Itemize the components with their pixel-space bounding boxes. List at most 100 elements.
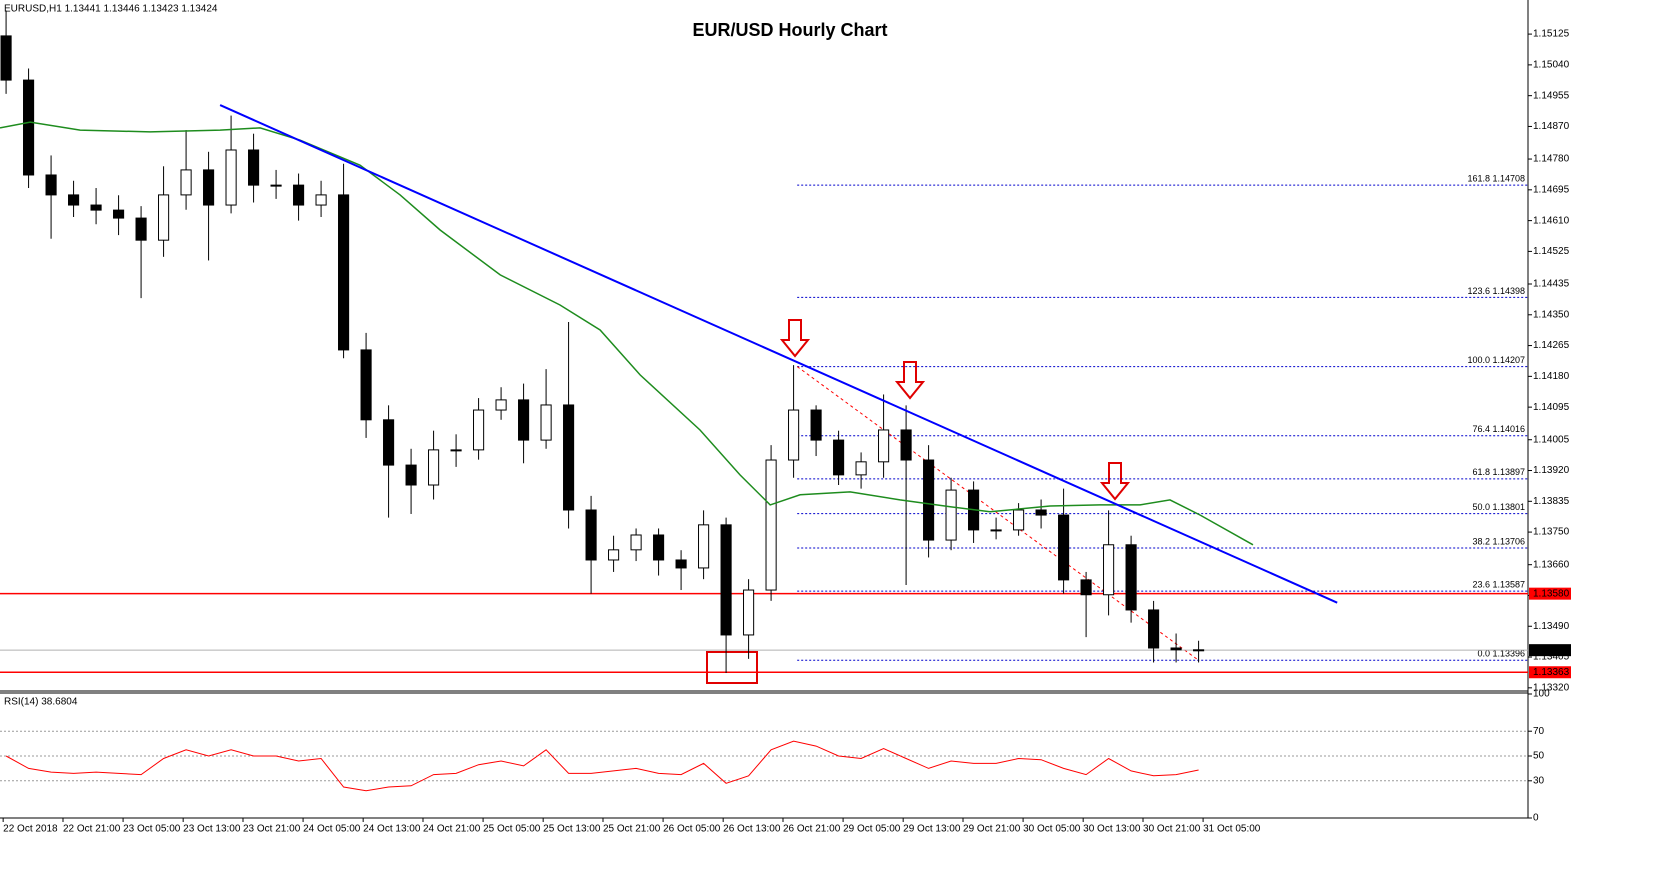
candle-body	[923, 459, 935, 541]
symbol-header: EURUSD,H1 1.13441 1.13446 1.13423 1.1342…	[4, 4, 218, 15]
candle-body	[833, 439, 845, 476]
x-tick-label: 25 Oct 05:00	[483, 824, 541, 835]
y-tick-label: 1.13835	[1533, 496, 1570, 507]
candle-body	[743, 589, 755, 636]
x-tick-label: 26 Oct 05:00	[663, 824, 721, 835]
moving-average	[0, 121, 1254, 546]
candle-body	[518, 399, 530, 441]
candle-body	[68, 194, 80, 206]
candle-body	[428, 449, 440, 486]
x-tick-label: 25 Oct 21:00	[603, 824, 661, 835]
fib-label: 123.6 1.14398	[1467, 286, 1525, 296]
candle-body	[225, 149, 237, 206]
candle-body	[720, 524, 732, 636]
candle-body	[765, 459, 777, 591]
rsi-line	[5, 740, 1199, 792]
candle-body	[630, 534, 642, 551]
y-tick-label: 70	[1533, 726, 1545, 737]
x-tick-label: 24 Oct 05:00	[303, 824, 361, 835]
level-price-box	[1529, 666, 1571, 679]
x-tick-label: 24 Oct 21:00	[423, 824, 481, 835]
candle-body	[495, 399, 507, 411]
x-tick-label: 24 Oct 13:00	[363, 824, 421, 835]
candle-body	[315, 194, 327, 206]
candle-body	[450, 449, 462, 452]
candle-body	[1148, 609, 1160, 649]
y-tick-label: 1.14695	[1533, 184, 1570, 195]
x-tick-label: 30 Oct 05:00	[1023, 824, 1081, 835]
candle-body	[23, 79, 35, 176]
candle-body	[338, 194, 350, 351]
candle-body	[270, 184, 282, 187]
candle-body	[0, 35, 12, 81]
candle-body	[45, 174, 57, 196]
y-tick-label: 1.13920	[1533, 465, 1570, 476]
candle-body	[900, 429, 912, 461]
candle-body	[1193, 649, 1205, 652]
fib-label: 23.6 1.13587	[1472, 580, 1525, 590]
fib-label: 38.2 1.13706	[1472, 536, 1525, 546]
y-tick-label: 1.15125	[1533, 29, 1570, 40]
x-tick-label: 22 Oct 21:00	[63, 824, 121, 835]
candle-body	[585, 509, 597, 561]
y-tick-label: 1.14525	[1533, 246, 1570, 257]
x-tick-label: 26 Oct 13:00	[723, 824, 781, 835]
candle-body	[675, 559, 687, 569]
level-price-label: 1.13580	[1533, 588, 1570, 599]
arrow	[1099, 462, 1131, 501]
candle-body	[563, 404, 575, 511]
arrows	[779, 319, 1131, 501]
y-tick-label: 1.14955	[1533, 90, 1570, 101]
candle-body	[248, 149, 260, 186]
y-tick-label: 1.14180	[1533, 371, 1570, 382]
support-box	[706, 651, 758, 684]
y-tick-label: 1.14350	[1533, 309, 1570, 320]
candle-body	[158, 194, 170, 241]
x-tick-label: 29 Oct 21:00	[963, 824, 1021, 835]
fib-label: 0.0 1.13396	[1477, 649, 1525, 659]
candle-body	[1170, 647, 1182, 651]
fib-label: 161.8 1.14708	[1467, 173, 1525, 183]
y-tick-label: 1.14435	[1533, 279, 1570, 290]
candle-body	[1035, 509, 1047, 516]
candle-body	[653, 534, 665, 561]
y-tick-label: 1.13490	[1533, 621, 1570, 632]
candle-body	[473, 409, 485, 451]
x-tick-label: 30 Oct 21:00	[1143, 824, 1201, 835]
candle-body	[788, 409, 800, 461]
candle-body	[945, 489, 957, 541]
candle-body	[360, 349, 372, 421]
candle-body	[203, 169, 215, 206]
x-tick-label: 29 Oct 13:00	[903, 824, 961, 835]
x-tick-label: 23 Oct 21:00	[243, 824, 301, 835]
fib-label: 50.0 1.13801	[1472, 502, 1525, 512]
level-price-box	[1529, 587, 1571, 600]
y-tick-label: 1.13405	[1533, 652, 1570, 663]
last-price-label: 1.13424	[1533, 645, 1570, 656]
last-price-box	[1529, 644, 1571, 657]
y-tick-label: 1.13320	[1533, 682, 1570, 693]
chart-title: EUR/USD Hourly Chart	[692, 20, 887, 40]
y-tick-label: 1.13660	[1533, 559, 1570, 570]
fib-label: 61.8 1.13897	[1472, 467, 1525, 477]
candle-body	[698, 524, 710, 569]
arrow	[779, 319, 811, 358]
x-tick-label: 25 Oct 13:00	[543, 824, 601, 835]
x-tick-label: 29 Oct 05:00	[843, 824, 901, 835]
candle-body	[90, 204, 102, 211]
candle-body	[293, 184, 305, 206]
y-tick-label: 100	[1533, 689, 1550, 700]
y-tick-label: 1.14095	[1533, 402, 1570, 413]
y-tick-label: 50	[1533, 751, 1545, 762]
x-tick-label: 26 Oct 21:00	[783, 824, 841, 835]
y-tick-label: 1.14265	[1533, 340, 1570, 351]
candle-body	[1125, 544, 1137, 611]
candle-body	[135, 217, 147, 241]
x-tick-label: 23 Oct 05:00	[123, 824, 181, 835]
candle-body	[1013, 509, 1025, 531]
candle-body	[1058, 514, 1070, 581]
y-tick-label: 1.14610	[1533, 215, 1570, 226]
candle-body	[113, 209, 125, 219]
